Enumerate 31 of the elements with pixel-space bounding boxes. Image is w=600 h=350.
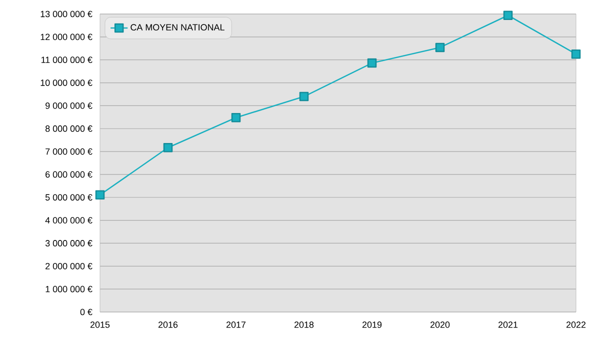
y-tick-label: 7 000 000 €: [46, 148, 92, 155]
y-tick-label: 2 000 000 €: [46, 262, 92, 270]
x-tick-label: 2015: [90, 322, 110, 328]
y-tick-label: 6 000 000 €: [46, 171, 92, 178]
y-tick-label: 1 000 000 €: [46, 286, 92, 292]
legend-label: CA MOYEN NATIONAL: [130, 24, 224, 30]
y-tick-label: 0 €: [80, 308, 92, 316]
point: [367, 58, 377, 68]
y-tick-label: 8 000 000 €: [46, 125, 92, 132]
y-tick-label: 10 000 000 €: [40, 80, 92, 86]
x-tick-label: 2016: [158, 322, 178, 328]
point: [571, 49, 581, 59]
y-tick-label: 11 000 000 €: [41, 56, 92, 64]
point: [503, 10, 513, 20]
x-tick-label: 2021: [498, 322, 518, 328]
y-tick-label: 13 000 000 €: [40, 10, 92, 18]
y-tick-label: 12 000 000 €: [40, 34, 92, 40]
point: [231, 112, 241, 122]
x-tick-label: 2017: [226, 322, 246, 328]
x-tick-label: 2020: [430, 322, 450, 328]
y-tick-label: 5 000 000 €: [45, 194, 92, 201]
y-tick-label: 3 000 000 €: [45, 240, 92, 246]
point: [435, 42, 445, 52]
point: [163, 143, 173, 152]
point: [299, 92, 309, 102]
x-tick-label: 2019: [362, 322, 382, 328]
y-tick-label: 4 000 000 €: [45, 217, 92, 224]
y-tick-label: 9 000 000 €: [46, 102, 92, 109]
x-tick-label: 2022: [566, 322, 586, 328]
x-tick-label: 2018: [294, 322, 314, 328]
point: [95, 190, 105, 200]
